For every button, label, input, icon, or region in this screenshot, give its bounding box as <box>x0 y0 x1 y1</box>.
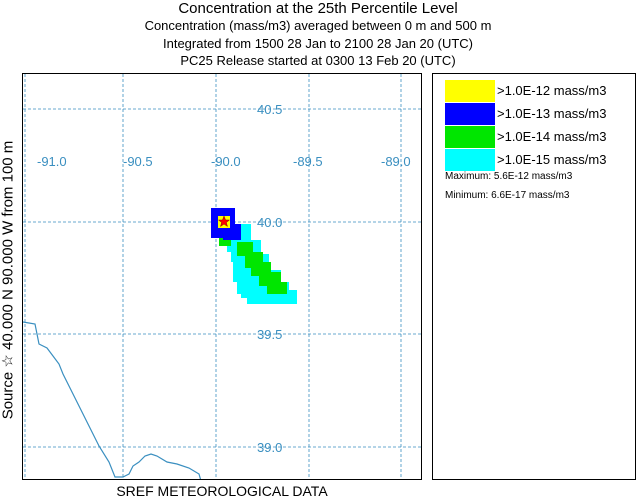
legend-item-1e-12: >1.0E-12 mass/m3 <box>445 80 635 102</box>
lat-label-40-0: 40.0 <box>257 215 282 230</box>
legend-item-1e-15: >1.0E-15 mass/m3 <box>445 149 635 171</box>
longitude-labels: -91.0 -90.5 -90.0 -89.5 -89.0 <box>37 154 411 169</box>
minimum-value: Minimum: 6.6E-17 mass/m3 <box>445 190 570 201</box>
legend-item-1e-14: >1.0E-14 mass/m3 <box>445 126 635 148</box>
subtitle-integration: Integrated from 1500 28 Jan to 2100 28 J… <box>162 36 474 51</box>
legend-label: >1.0E-15 mass/m3 <box>497 152 607 167</box>
lat-label-40-5: 40.5 <box>257 102 282 117</box>
source-star-icon <box>217 215 231 228</box>
legend-swatch-yellow <box>445 80 495 102</box>
met-data-label: SREF METEOROLOGICAL DATA <box>116 483 328 499</box>
lon-label-89-5: -89.5 <box>293 154 323 169</box>
legend-label: >1.0E-13 mass/m3 <box>497 106 607 121</box>
latitude-labels: 40.5 40.0 39.5 39.0 <box>257 102 282 455</box>
source-location-label: Source ☆ 40.000 N 90.000 W from 100 m <box>0 140 17 420</box>
map-title: Concentration at the 25th Percentile Lev… <box>178 0 458 17</box>
lon-label-90-5: -90.5 <box>123 154 153 169</box>
subtitle-release: PC25 Release started at 0300 13 Feb 20 (… <box>180 53 456 68</box>
lon-label-91-0: -91.0 <box>37 154 67 169</box>
subtitle-averaging: Concentration (mass/m3) averaged between… <box>144 18 492 33</box>
graticule <box>23 74 421 479</box>
legend-swatch-green <box>445 126 495 148</box>
legend-swatch-cyan <box>445 149 495 171</box>
legend-item-1e-13: >1.0E-13 mass/m3 <box>445 103 635 125</box>
map-canvas: -91.0 -90.5 -90.0 -89.5 -89.0 40.5 40.0 … <box>23 74 421 479</box>
maximum-value: Maximum: 5.6E-12 mass/m3 <box>445 171 573 182</box>
legend-label: >1.0E-12 mass/m3 <box>497 83 607 98</box>
map-panel: -91.0 -90.5 -90.0 -89.5 -89.0 40.5 40.0 … <box>22 73 422 480</box>
legend-panel: >1.0E-12 mass/m3 >1.0E-13 mass/m3 >1.0E-… <box>432 73 636 480</box>
lat-label-39-5: 39.5 <box>257 327 282 342</box>
lon-label-90-0: -90.0 <box>211 154 241 169</box>
lon-label-89-0: -89.0 <box>381 154 411 169</box>
plume-green <box>219 234 287 294</box>
boundary-line <box>23 321 202 479</box>
legend-label: >1.0E-14 mass/m3 <box>497 129 607 144</box>
legend-swatch-blue <box>445 103 495 125</box>
lat-label-39-0: 39.0 <box>257 440 282 455</box>
